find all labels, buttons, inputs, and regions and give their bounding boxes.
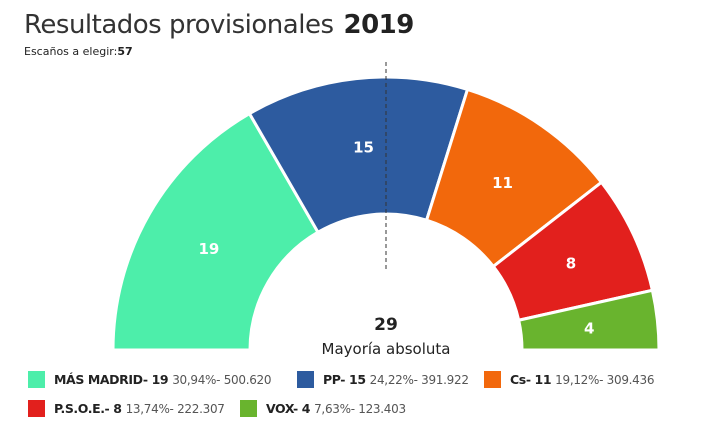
legend-item-psoe: P.S.O.E.- 8 13,74%- 222.307	[28, 400, 225, 417]
majority-value: 29	[374, 315, 398, 335]
segment-label: 8	[566, 255, 576, 273]
legend-name: Cs- 11	[510, 372, 552, 387]
legend-item-vox: VOX- 4 7,63%- 123.403	[240, 400, 406, 417]
legend-item-mas-madrid: MÁS MADRID- 19 30,94%- 500.620	[28, 371, 272, 388]
legend-swatch	[240, 400, 257, 417]
seats-to-elect: Escaños a elegir:57	[24, 45, 133, 58]
legend-item-pp: PP- 15 24,22%- 391.922	[297, 371, 469, 388]
majority-label: Mayoría absoluta	[322, 340, 451, 358]
legend-name: P.S.O.E.- 8	[54, 401, 122, 416]
segment-label: 4	[584, 320, 594, 338]
page-title: Resultados provisionales 2019	[24, 10, 414, 40]
legend-swatch	[484, 371, 501, 388]
legend-name: MÁS MADRID- 19	[54, 372, 169, 387]
legend-swatch	[28, 371, 45, 388]
segment-label: 15	[353, 139, 374, 157]
seats-total: 57	[117, 45, 133, 58]
legend-value: 7,63%- 123.403	[314, 401, 406, 416]
legend-value: 30,94%- 500.620	[172, 372, 272, 387]
legend-name: VOX- 4	[266, 401, 311, 416]
segment-vox	[516, 288, 661, 352]
legend-value: 13,74%- 222.307	[125, 401, 225, 416]
segment-pp	[247, 75, 470, 235]
legend-value: 24,22%- 391.922	[369, 372, 469, 387]
segment-label: 11	[492, 174, 513, 192]
legend-swatch	[28, 400, 45, 417]
title-text: Resultados provisionales	[24, 10, 334, 40]
legend-item-cs: Cs- 11 19,12%- 309.436	[484, 371, 654, 388]
seats-label: Escaños a elegir:	[24, 45, 118, 58]
legend-value: 19,12%- 309.436	[555, 372, 655, 387]
legend-name: PP- 15	[323, 372, 366, 387]
title-year: 2019	[343, 10, 414, 40]
segment-m-s-madrid	[111, 111, 321, 352]
segment-label: 19	[198, 240, 219, 258]
legend-swatch	[297, 371, 314, 388]
